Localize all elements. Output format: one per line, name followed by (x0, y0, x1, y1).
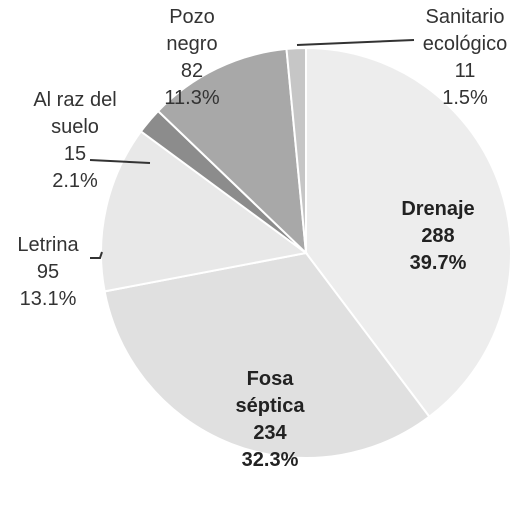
wedge (285, 46, 307, 254)
wedge (156, 47, 308, 256)
slice-label: Sanitario ecológico 11 1.5% (385, 4, 521, 112)
category-label: Fosa séptica (235, 368, 305, 417)
value-label: 288 (421, 225, 455, 247)
leader-line (296, 39, 415, 46)
share-label: 1.5% (442, 87, 488, 109)
category-label: Sanitario ecológico (422, 6, 508, 55)
share-label: 39.7% (409, 252, 467, 274)
value-label: 11 (454, 60, 476, 82)
slice-label: Al raz del suelo 15 2.1% (0, 87, 155, 195)
wedge (100, 130, 309, 293)
wedge (305, 46, 512, 419)
slice-label: Fosa séptica 234 32.3% (190, 366, 350, 474)
slice-label: Pozo negro 82 11.3% (112, 4, 272, 112)
leader-line (89, 159, 151, 164)
value-label: 15 (63, 143, 87, 165)
category-label: Pozo negro (166, 6, 218, 55)
category-label: Drenaje (401, 198, 475, 220)
slice-label: Letrina 95 13.1% (0, 232, 128, 313)
value-label: 234 (253, 422, 287, 444)
share-label: 32.3% (241, 449, 299, 471)
share-label: 11.3% (164, 87, 220, 109)
leader-line (90, 251, 103, 259)
category-label: Al raz del suelo (33, 89, 117, 138)
slice-label: Drenaje 288 39.7% (358, 196, 518, 277)
value-label: 95 (36, 261, 60, 283)
share-label: 13.1% (19, 288, 77, 310)
wedge (103, 251, 431, 459)
category-label: Letrina (17, 234, 79, 256)
share-label: 2.1% (52, 170, 98, 192)
value-label: 82 (180, 60, 204, 82)
